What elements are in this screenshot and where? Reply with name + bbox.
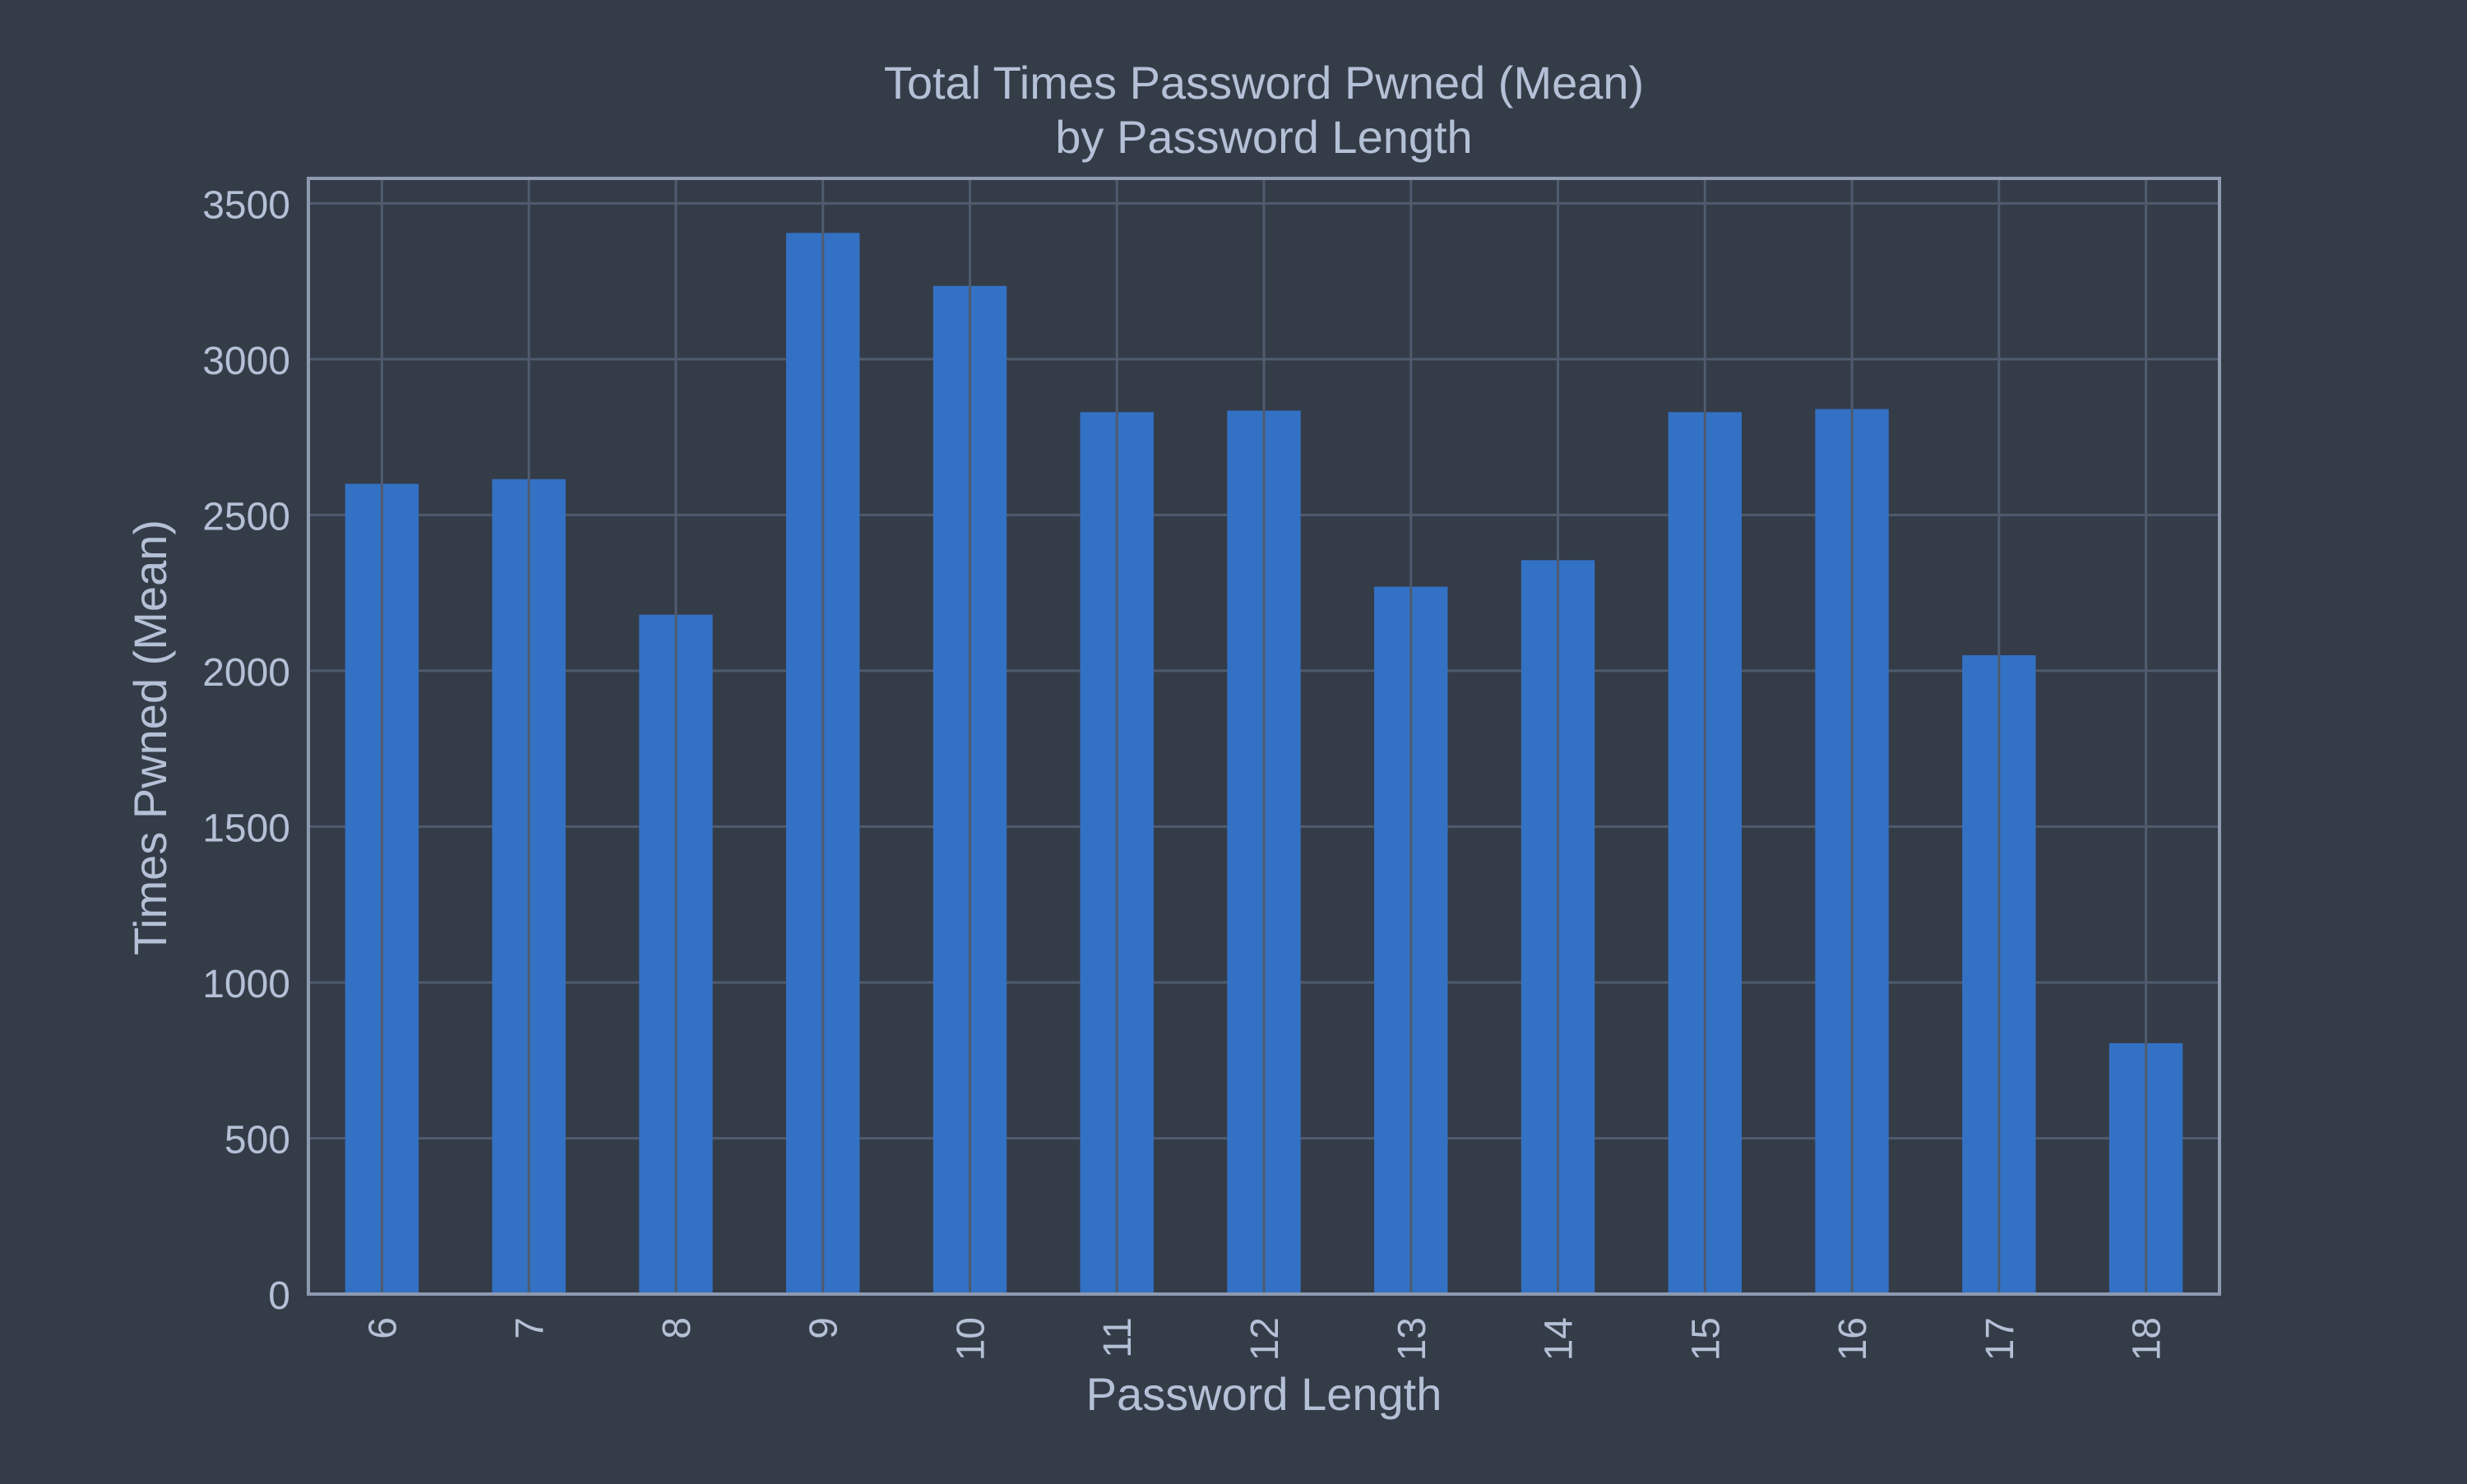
x-tick-label: 17 (1979, 1317, 2022, 1361)
x-tick-label: 8 (655, 1317, 699, 1339)
chart-title-line-2: by Password Length (1055, 111, 1472, 163)
x-tick-label: 16 (1831, 1317, 1875, 1361)
y-tick-labels: 0 500 1000 1500 2000 2500 3000 3500 (202, 183, 290, 1318)
x-tick-label: 9 (803, 1317, 846, 1339)
plot-frame (307, 177, 2221, 1296)
x-tick-label: 14 (1538, 1317, 1581, 1361)
y-tick-label: 0 (268, 1274, 290, 1318)
y-tick-label: 1000 (202, 963, 290, 1006)
x-tick-labels: 6 7 8 9 10 11 12 13 14 15 16 17 18 (361, 1317, 2168, 1361)
y-tick-label: 3000 (202, 340, 290, 383)
y-tick-label: 1500 (202, 807, 290, 850)
y-tick-label: 2500 (202, 495, 290, 539)
y-tick-label: 3500 (202, 183, 290, 227)
grid-over-layer (380, 178, 2148, 1294)
y-tick-label: 2000 (202, 651, 290, 695)
x-tick-label: 10 (949, 1317, 993, 1361)
chart-title-line-1: Total Times Password Pwned (Mean) (884, 57, 1644, 109)
x-tick-label: 18 (2126, 1317, 2169, 1361)
x-tick-label: 11 (1096, 1317, 1140, 1358)
x-axis-label: Password Length (1086, 1368, 1442, 1420)
y-tick-label: 500 (224, 1118, 290, 1162)
x-tick-label: 15 (1684, 1317, 1728, 1361)
x-tick-label: 6 (361, 1317, 405, 1339)
x-tick-label: 7 (508, 1317, 552, 1339)
x-tick-label: 12 (1243, 1317, 1287, 1361)
x-tick-label: 13 (1391, 1317, 1434, 1361)
y-axis-label: Times Pwned (Mean) (124, 520, 176, 955)
